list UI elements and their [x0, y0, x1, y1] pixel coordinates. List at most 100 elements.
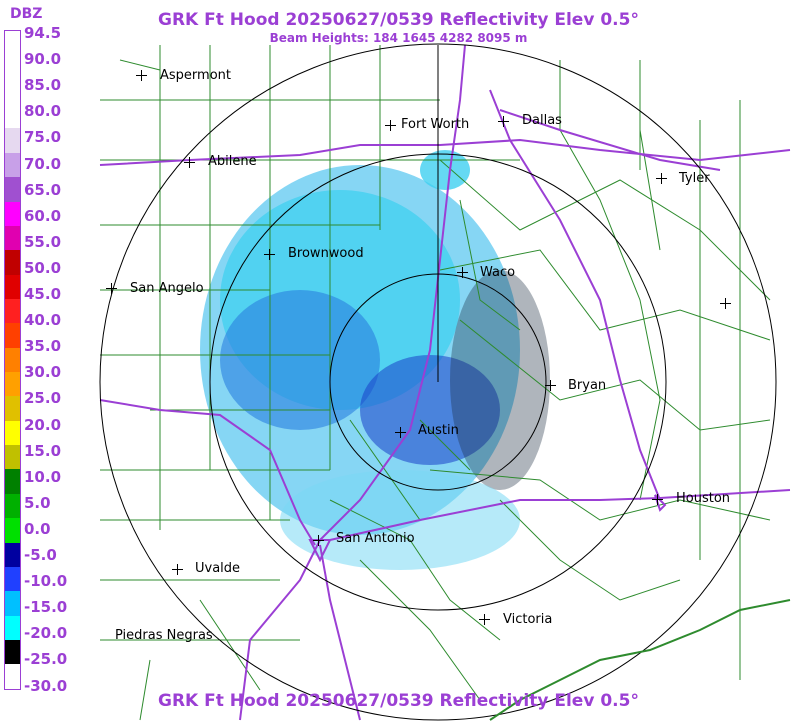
- legend-tick-label: 0.0: [24, 519, 51, 538]
- legend-tick-label: 5.0: [24, 493, 51, 512]
- city-label-houston: Houston: [676, 491, 731, 506]
- city-label-dallas: Dallas: [522, 113, 562, 128]
- legend-tick-label: 60.0: [24, 206, 62, 225]
- city-marker-abilene: [184, 157, 195, 168]
- city-label-san-antonio: San Antonio: [336, 531, 415, 546]
- city-marker-houston: [652, 494, 663, 505]
- city-label-uvalde: Uvalde: [195, 561, 241, 576]
- reflectivity-echoes: [200, 150, 550, 570]
- city-marker-unlabeled: [720, 298, 731, 309]
- legend-swatch: [5, 639, 20, 665]
- legend-tick-label: -30.0: [24, 676, 68, 695]
- city-marker-dallas: [498, 116, 509, 127]
- echo-region-mid: [220, 290, 380, 430]
- city-label-brownwood: Brownwood: [288, 246, 364, 261]
- beam-heights-label: Beam Heights: 184 1645 4282 8095 m: [269, 31, 528, 45]
- city-marker-waco: [457, 267, 468, 278]
- legend-tick-label: 80.0: [24, 102, 62, 121]
- city-label-piedras-negras: Piedras Negras: [115, 628, 213, 643]
- legend-tick-label: 75.0: [24, 128, 62, 147]
- legend-swatch: [5, 347, 20, 373]
- legend-swatch: [5, 298, 20, 324]
- legend-swatch: [5, 493, 20, 519]
- city-marker-bryan: [545, 380, 556, 391]
- echo-region-east: [450, 270, 550, 490]
- city-marker-san-angelo: [106, 283, 117, 294]
- echo-region-dark: [360, 355, 500, 465]
- page-title: GRK Ft Hood 20250627/0539 Reflectivity E…: [158, 10, 639, 30]
- legend-swatch: [5, 518, 20, 543]
- echo-region-south: [280, 470, 520, 570]
- legend-color-bar: [4, 30, 21, 690]
- coastline: [489, 599, 791, 721]
- legend-swatch: [5, 128, 20, 153]
- legend-swatch: [5, 615, 20, 640]
- legend-swatch: [5, 420, 20, 446]
- city-marker-aspermont: [136, 70, 147, 81]
- legend-tick-label: 85.0: [24, 76, 62, 95]
- legend-tick-label: 90.0: [24, 50, 62, 69]
- legend-swatch: [5, 201, 20, 226]
- legend-swatch: [5, 591, 20, 616]
- city-label-fort-worth: Fort Worth: [401, 117, 470, 132]
- legend-swatch: [5, 445, 20, 470]
- legend-tick-label: -25.0: [24, 650, 68, 669]
- legend-swatch: [5, 55, 20, 80]
- range-rings: [99, 43, 777, 721]
- city-marker-fort-worth: [385, 120, 396, 131]
- legend-swatch: [5, 372, 20, 397]
- legend-swatch: [5, 274, 20, 299]
- legend-tick-label: 20.0: [24, 415, 62, 434]
- city-marker-victoria: [479, 614, 490, 625]
- legend-tick-label: 50.0: [24, 258, 62, 277]
- city-label-bryan: Bryan: [568, 378, 607, 393]
- legend-tick-label: 70.0: [24, 154, 62, 173]
- legend-tick-label: 35.0: [24, 337, 62, 356]
- legend-tick-label: 94.5: [24, 24, 62, 42]
- legend-swatch: [5, 469, 20, 494]
- legend-tick-label: 30.0: [24, 363, 62, 382]
- city-label-san-angelo: San Angelo: [130, 281, 204, 296]
- city-label-tyler: Tyler: [679, 171, 710, 186]
- legend-tick-label: 10.0: [24, 467, 62, 486]
- county-lines: [100, 45, 771, 721]
- legend-tick-label: -10.0: [24, 572, 68, 591]
- legend-swatch: [5, 104, 20, 129]
- city-marker-san-antonio: [313, 535, 324, 546]
- range-ring-3: [99, 43, 777, 721]
- legend-swatch: [5, 323, 20, 348]
- city-label-victoria: Victoria: [503, 612, 553, 627]
- echo-region-north: [420, 150, 470, 190]
- legend-tick-label: 40.0: [24, 311, 62, 330]
- legend-swatch: [5, 396, 20, 421]
- city-marker-tyler: [656, 173, 667, 184]
- legend-tick-label: 15.0: [24, 441, 62, 460]
- legend-swatch: [5, 664, 20, 689]
- highways: [99, 44, 791, 721]
- legend-tick-label: -20.0: [24, 624, 68, 643]
- legend-swatch: [5, 250, 20, 275]
- legend-tick-label: -15.0: [24, 598, 68, 617]
- legend-swatch: [5, 79, 20, 105]
- legend-swatch: [5, 225, 20, 251]
- legend-unit-label: DBZ: [10, 6, 43, 22]
- city-label-austin: Austin: [418, 423, 459, 438]
- legend-tick-label: 45.0: [24, 285, 62, 303]
- legend-swatch: [5, 542, 20, 567]
- city-marker-uvalde: [172, 564, 183, 575]
- city-label-waco: Waco: [480, 265, 516, 280]
- city-marker-brownwood: [264, 249, 275, 260]
- footer-title: GRK Ft Hood 20250627/0539 Reflectivity E…: [158, 691, 639, 711]
- city-label-abilene: Abilene: [208, 154, 257, 169]
- city-marker-austin: [395, 427, 406, 438]
- legend-swatch: [5, 152, 20, 178]
- legend-tick-label: 55.0: [24, 232, 62, 251]
- legend-tick-label: 25.0: [24, 389, 62, 408]
- legend-swatch: [5, 177, 20, 202]
- city-label-aspermont: Aspermont: [160, 68, 231, 83]
- legend-swatch: [5, 31, 20, 56]
- legend-tick-label: -5.0: [24, 546, 57, 564]
- legend-tick-label: 65.0: [24, 180, 62, 199]
- legend-swatch: [5, 566, 20, 592]
